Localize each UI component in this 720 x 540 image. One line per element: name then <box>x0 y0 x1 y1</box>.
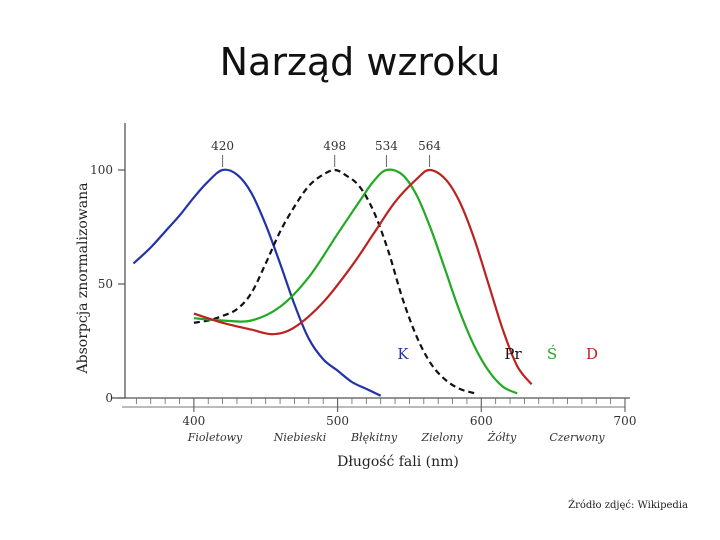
series-labels: K Pr Ś D <box>397 345 598 363</box>
peak-markers: 420 498 534 564 <box>211 139 441 167</box>
series-label-2: Pr <box>504 345 522 363</box>
series-line-4 <box>193 168 533 386</box>
y-tick-label: 50 <box>98 277 113 291</box>
x-tick-label: 600 <box>470 414 493 428</box>
chart-axes: 0 50 100 400 500 600 700 <box>90 123 636 428</box>
color-band-label: Błękitny <box>350 431 398 444</box>
color-band-label: Zielony <box>420 431 463 444</box>
slide-title: Narząd wzroku <box>219 40 501 84</box>
x-tick-label: 700 <box>614 414 637 428</box>
x-tick-label: 400 <box>182 414 205 428</box>
y-tick-label: 100 <box>90 163 113 177</box>
peak-label: 498 <box>323 139 346 153</box>
series-line-3 <box>193 168 518 395</box>
image-credit: Źródło zdjęć: Wikipedia <box>568 500 688 511</box>
y-axis-label: Absorpcja znormalizowana <box>75 183 91 375</box>
series-lines <box>132 168 533 397</box>
color-band-label: Czerwony <box>549 431 605 444</box>
peak-label: 564 <box>418 139 441 153</box>
peak-label: 420 <box>211 139 234 153</box>
peak-label: 534 <box>375 139 398 153</box>
color-band-label: Żółty <box>487 430 517 444</box>
color-band-labels: Fioletowy Niebieski Błękitny Zielony Żółty Cz… <box>187 430 606 444</box>
series-line-1 <box>132 168 382 397</box>
color-band-label: Niebieski <box>273 431 327 444</box>
y-tick-label: 0 <box>105 391 113 405</box>
series-label-4: D <box>586 345 598 363</box>
series-label-1: K <box>397 345 409 363</box>
series-label-3: Ś <box>547 345 557 363</box>
color-band-label: Fioletowy <box>187 431 243 444</box>
x-tick-label: 500 <box>326 414 349 428</box>
x-axis-label: Długość fali (nm) <box>337 454 459 470</box>
series-line-2 <box>193 168 476 395</box>
